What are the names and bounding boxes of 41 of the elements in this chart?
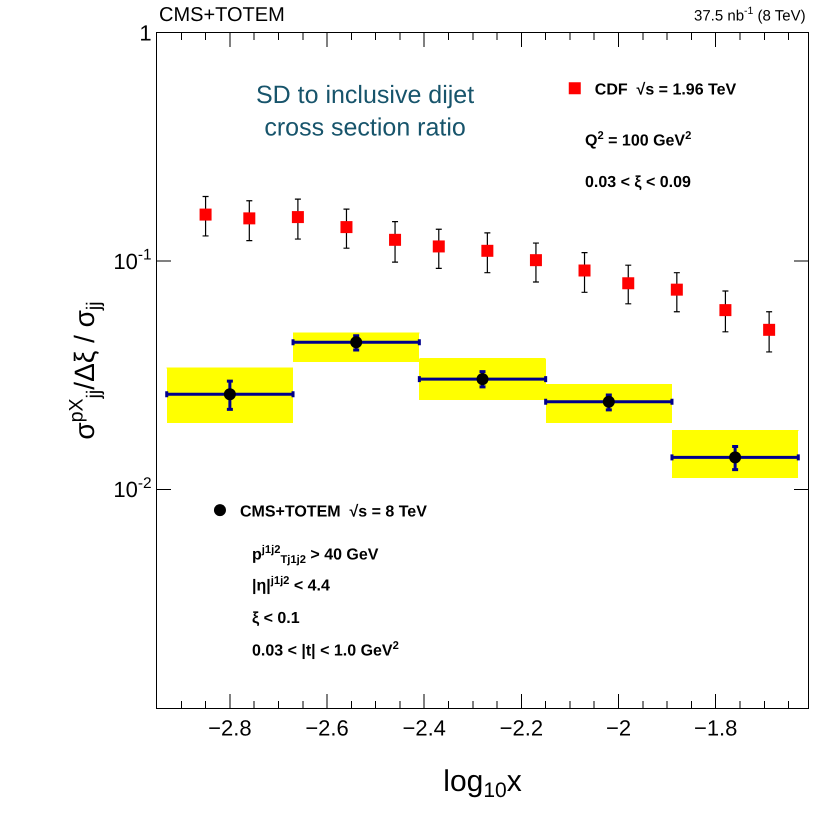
annotation: 0.03 < |t| < 1.0 GeV$^{2}$: [252, 640, 399, 660]
y-tick-label: 10$^{-2}$: [113, 474, 152, 502]
legend-label: CMS+TOTEM √s = 8 TeV: [240, 503, 428, 520]
bar: [672, 431, 798, 478]
annotation: 0.03 < ξ < 0.09: [585, 174, 691, 191]
point: [481, 244, 494, 257]
annotation: Q$^{2}$ = 100 GeV$^{2}$: [585, 130, 692, 150]
y-tick-label: 1: [139, 20, 152, 46]
legend-label: CDF √s = 1.96 TeV: [594, 81, 737, 98]
point: [292, 211, 304, 224]
point: [224, 388, 236, 400]
x-tick-label: −2.6: [305, 715, 349, 740]
point: [530, 254, 542, 266]
point: [622, 277, 634, 290]
x-tick-label: −2.2: [500, 715, 544, 740]
x-axis-title: log$_{10}$x: [443, 764, 522, 802]
x-tick-label: −2.4: [402, 715, 446, 740]
point: [719, 304, 732, 316]
x-tick-label: −2.8: [208, 715, 252, 740]
point: [350, 336, 362, 348]
point: [432, 240, 445, 252]
point: [476, 373, 488, 386]
annotation: p$^{j1j2}$$_{Tj1j2}$ > 40 GeV: [252, 544, 379, 566]
x-tick-label: −1.8: [694, 715, 738, 740]
point: [243, 212, 256, 224]
text: 37.5 nb$^{-1}$ (8 TeV): [694, 5, 806, 24]
point: [729, 451, 742, 464]
point: [578, 264, 591, 276]
annotation: SD to inclusive dijet cross section ratio: [256, 81, 474, 142]
point: [340, 221, 352, 234]
x-tick-label: −2: [606, 715, 632, 740]
annotation: ξ < 0.1: [252, 610, 300, 627]
text: CMS+TOTEM: [159, 4, 285, 26]
annotation: |η|$^{j1j2}$ < 4.4: [252, 575, 330, 595]
y-tick-label: 10$^{-1}$: [113, 246, 152, 274]
point: [763, 324, 776, 336]
point: [670, 284, 683, 296]
point: [602, 396, 615, 408]
point: [389, 234, 402, 246]
point: [200, 208, 212, 221]
bar: [167, 368, 293, 423]
